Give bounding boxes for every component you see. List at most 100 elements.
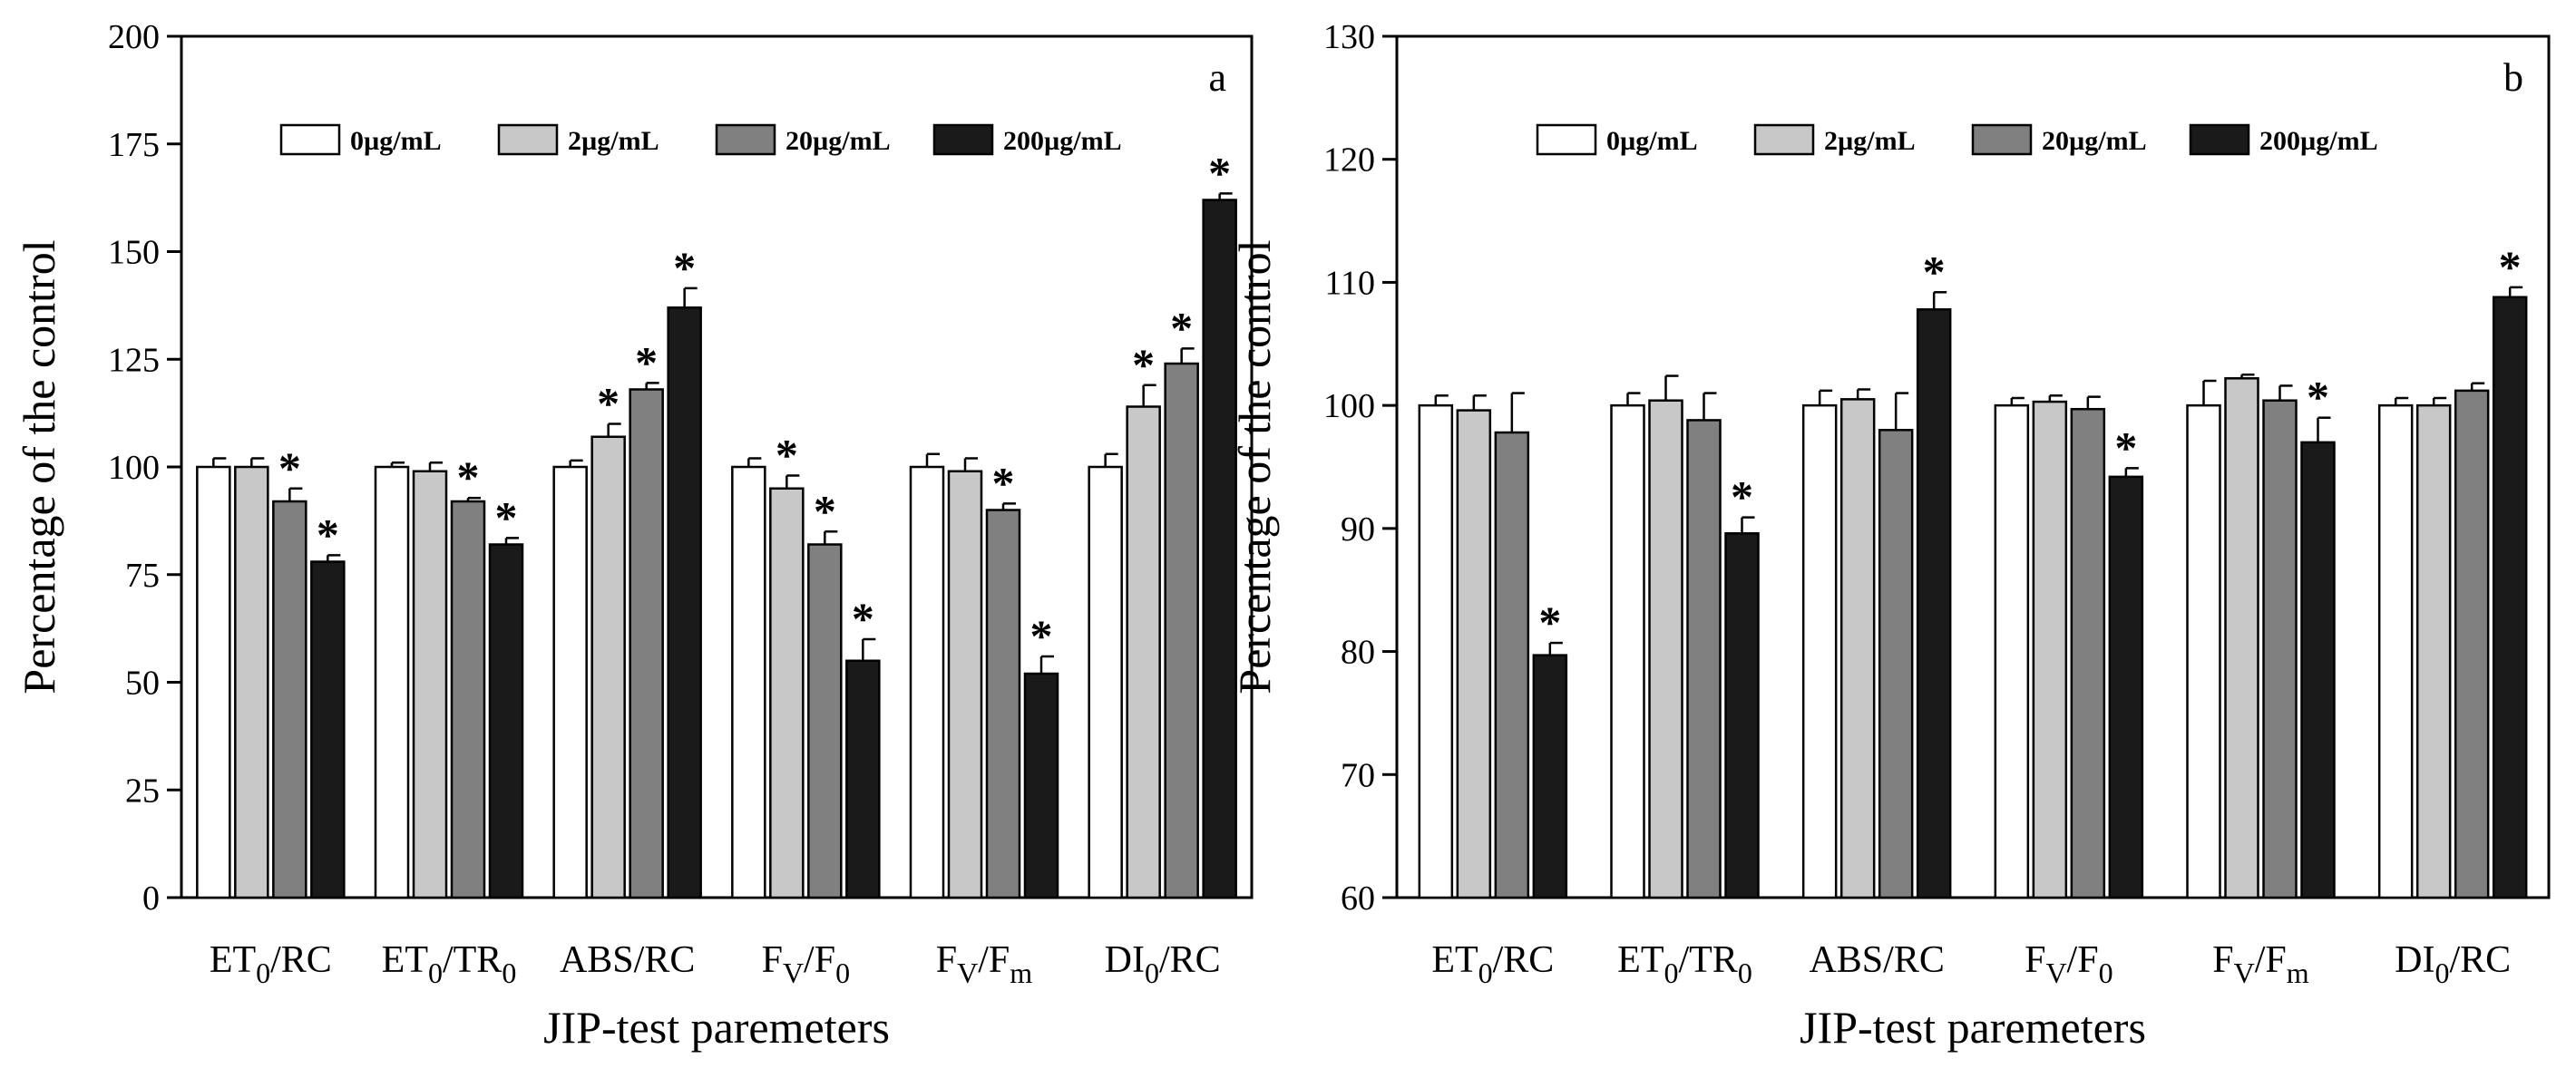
- category-subscript: 0: [1145, 957, 1159, 989]
- category-main: ABS/RC: [1809, 939, 1944, 981]
- category-subscript: m: [2287, 957, 2309, 989]
- significance-marker: *: [814, 485, 836, 536]
- legend: 0µg/mL 2µg/mL 20µg/mL 200µg/mL: [1536, 123, 2378, 156]
- panel-label: b: [2503, 55, 2523, 100]
- legend: 0µg/mL 2µg/mL 20µg/mL 200µg/mL: [279, 123, 1122, 156]
- significance-marker: *: [776, 430, 798, 481]
- category-subscript: 0: [1478, 957, 1493, 989]
- bar: [1994, 403, 2030, 899]
- chart-panel-b: 60708090100110120130*ET0/RC*ET0/TR0*ABS/…: [1229, 18, 2551, 1053]
- bar: [412, 470, 448, 899]
- bar: [2032, 400, 2068, 899]
- significance-marker: *: [1132, 339, 1155, 390]
- bar: [2186, 403, 2221, 899]
- significance-marker: *: [1208, 147, 1231, 198]
- significance-marker: *: [1030, 610, 1053, 661]
- category-subscript: 0: [428, 957, 443, 989]
- legend-label: 20µg/mL: [785, 126, 891, 156]
- chart-panel-a: 0255075100125150175200**ET0/RC**ET0/TR0*…: [14, 18, 1254, 1053]
- bar: [1164, 362, 1199, 899]
- significance-marker: *: [317, 509, 339, 559]
- category-subscript: m: [1010, 957, 1032, 989]
- y-tick-label: 110: [1324, 264, 1375, 302]
- legend-swatch: [1753, 123, 1815, 156]
- category-rest: /RC: [2449, 939, 2511, 981]
- legend-swatch: [279, 123, 341, 156]
- x-category-label: FV/Fm: [2212, 939, 2309, 989]
- y-tick-label: 0: [142, 879, 160, 918]
- x-category-label: ET0/RC: [210, 939, 332, 989]
- category-main: ET: [1617, 939, 1664, 981]
- significance-marker: *: [1731, 471, 1753, 522]
- bar: [1494, 431, 1530, 899]
- category-rest: /F: [804, 939, 835, 981]
- significance-marker: *: [495, 491, 518, 542]
- category-subscript: 0: [256, 957, 270, 989]
- legend-swatch: [497, 123, 559, 156]
- category-rest: /F: [2255, 939, 2287, 981]
- bar: [1610, 403, 1645, 899]
- y-tick-label: 25: [125, 772, 160, 810]
- x-category-label: ET0/RC: [1431, 939, 1554, 989]
- y-tick-label: 50: [125, 665, 160, 703]
- bar: [2262, 399, 2298, 899]
- significance-marker: *: [635, 336, 658, 387]
- y-tick-label: 200: [108, 18, 160, 56]
- bar: [310, 560, 346, 899]
- category-main: F: [762, 939, 783, 981]
- category-subscript: V: [957, 957, 978, 989]
- bar: [488, 543, 524, 899]
- significance-marker: *: [597, 378, 620, 429]
- category-rest: /F: [978, 939, 1010, 981]
- significance-marker: *: [2307, 372, 2329, 423]
- bar: [985, 509, 1021, 899]
- y-tick-label: 130: [1323, 18, 1375, 56]
- bar: [1088, 465, 1123, 899]
- bar: [1532, 654, 1568, 899]
- category-rest: /RC: [1159, 939, 1221, 981]
- y-axis-title: Percentage of the control: [14, 239, 64, 694]
- x-category-label: FV/F0: [762, 939, 851, 989]
- bar: [845, 659, 881, 899]
- category-main: DI: [1105, 939, 1145, 981]
- bar: [667, 306, 702, 899]
- bar: [1686, 419, 1722, 899]
- plot-frame: [1395, 34, 2551, 899]
- category-main: DI: [2395, 939, 2435, 981]
- y-tick-label: 60: [1341, 879, 1375, 918]
- significance-marker: *: [673, 242, 696, 293]
- x-category-label: ET0/TR0: [382, 939, 517, 989]
- bar: [552, 465, 588, 899]
- category-subscript: 0: [1738, 957, 1752, 989]
- y-tick-label: 100: [108, 449, 160, 487]
- x-category-label: DI0/RC: [2395, 939, 2511, 989]
- y-tick-label: 175: [108, 126, 160, 164]
- bar: [234, 465, 269, 899]
- legend-label: 200µg/mL: [1003, 126, 1122, 156]
- legend-swatch: [2189, 123, 2250, 156]
- x-category-label: FV/F0: [2025, 939, 2113, 989]
- category-subscript: V: [2045, 957, 2066, 989]
- bar: [1456, 409, 1492, 899]
- x-category-label: DI0/RC: [1105, 939, 1221, 989]
- bar: [2224, 377, 2259, 899]
- x-category-label: FV/Fm: [936, 939, 1033, 989]
- legend-swatch: [715, 123, 776, 156]
- bar: [272, 500, 307, 899]
- category-main: ET: [382, 939, 428, 981]
- significance-marker: *: [852, 593, 874, 644]
- bar: [1839, 398, 1876, 899]
- bar: [909, 465, 945, 899]
- legend-label: 200µg/mL: [2259, 126, 2378, 156]
- x-category-label: ABS/RC: [1809, 939, 1944, 981]
- bar: [1648, 399, 1683, 899]
- legend-label: 0µg/mL: [1606, 126, 1698, 156]
- legend-label: 2µg/mL: [1824, 126, 1916, 156]
- bar: [2070, 407, 2106, 899]
- bar: [731, 465, 766, 899]
- bar: [1801, 403, 1838, 899]
- category-rest: /RC: [1493, 939, 1555, 981]
- bar: [2454, 389, 2490, 899]
- y-tick-label: 90: [1341, 510, 1375, 549]
